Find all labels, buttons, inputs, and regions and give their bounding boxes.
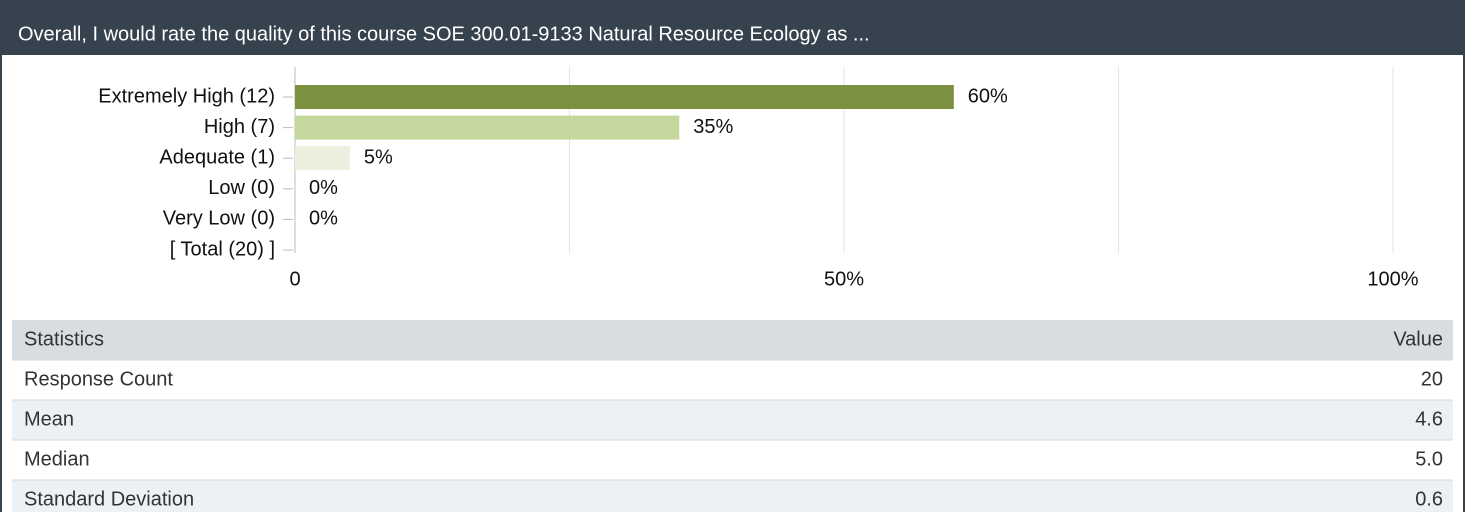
table-cell: Response Count [24,368,173,390]
table-row [12,360,1453,400]
bar [295,85,954,109]
y-tick-label: Low (0) [208,177,275,199]
value-label: 60% [968,85,1008,107]
bar [295,115,680,140]
table-cell: 4.6 [1415,408,1443,430]
x-tick-label: 100% [1367,268,1418,290]
title-bar [0,0,1465,55]
x-tick-label: 50% [824,268,864,290]
y-tick-label: Extremely High (12) [98,85,275,107]
chart-title: Overall, I would rate the quality of thi… [18,23,870,45]
table-cell: Standard Deviation [24,488,194,510]
value-label: 0% [309,208,338,230]
table-cell: 5.0 [1415,448,1443,470]
table-row [12,480,1453,517]
value-label: 35% [693,116,733,138]
y-tick-label: [ Total (20) ] [170,238,275,260]
table-header-cell: Statistics [24,328,104,350]
table-header-row [12,320,1453,360]
table-cell: 0.6 [1415,488,1443,510]
table-header-cell: Value [1393,328,1443,350]
bar [295,146,350,171]
y-tick-label: Very Low (0) [163,208,275,230]
y-tick-label: Adequate (1) [159,146,275,168]
table-cell: 20 [1421,368,1443,390]
table-row [12,440,1453,480]
table-row [12,400,1453,440]
value-label: 5% [364,146,393,168]
y-tick-label: High (7) [204,116,275,138]
x-tick-label: 0 [289,268,300,290]
table-cell: Mean [24,408,74,430]
table-cell: Median [24,448,90,470]
value-label: 0% [309,177,338,199]
